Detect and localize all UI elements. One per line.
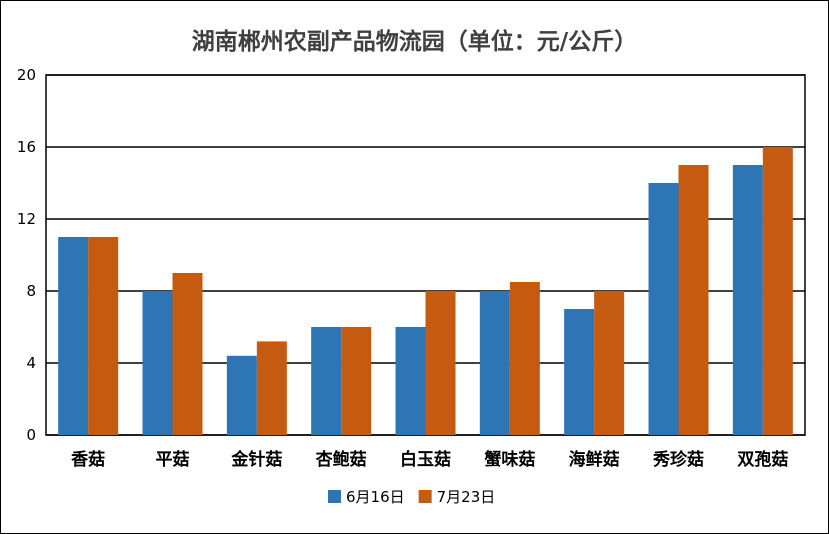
bar-jul23 (256, 341, 287, 435)
y-tick-label: 0 (26, 426, 36, 444)
x-tick-label: 平菇 (156, 449, 190, 470)
x-tick-label: 双孢菇 (737, 449, 788, 470)
legend-swatch (328, 490, 341, 503)
bar-jul23 (341, 327, 372, 435)
bar-jun16 (648, 183, 679, 435)
bar-jul23 (594, 291, 625, 435)
y-tick-label: 20 (17, 66, 36, 84)
x-tick-label: 杏鲍菇 (316, 449, 367, 470)
bar-jun16 (226, 355, 257, 435)
bar-jul23 (762, 147, 793, 435)
legend-label: 7月23日 (437, 488, 496, 506)
bar-jun16 (142, 291, 173, 435)
legend-label: 6月16日 (346, 488, 405, 506)
bar-jun16 (479, 291, 510, 435)
bar-jun16 (564, 309, 595, 435)
bar-jul23 (678, 165, 709, 435)
bar-jun16 (58, 237, 89, 435)
x-tick-label: 金针菇 (230, 449, 282, 470)
y-tick-label: 8 (26, 282, 36, 300)
bar-jun16 (395, 327, 426, 435)
legend-swatch (418, 490, 432, 503)
x-tick-label: 蟹味菇 (484, 449, 535, 470)
chart-title: 湖南郴州农副产品物流园（单位：元/公斤） (191, 28, 638, 55)
y-tick-label: 4 (26, 354, 36, 372)
y-tick-label: 16 (17, 138, 36, 156)
x-tick-label: 白玉菇 (400, 449, 451, 470)
bar-jul23 (509, 282, 540, 435)
bar-jul23 (425, 291, 456, 435)
x-tick-label: 秀珍菇 (652, 449, 704, 470)
y-tick-label: 12 (17, 210, 36, 228)
bar-jun16 (732, 165, 763, 435)
bar-jul23 (88, 237, 119, 435)
bar-jun16 (311, 327, 342, 435)
x-tick-label: 香菇 (71, 449, 105, 470)
bar-jul23 (172, 273, 203, 435)
x-tick-label: 海鲜菇 (569, 449, 620, 470)
